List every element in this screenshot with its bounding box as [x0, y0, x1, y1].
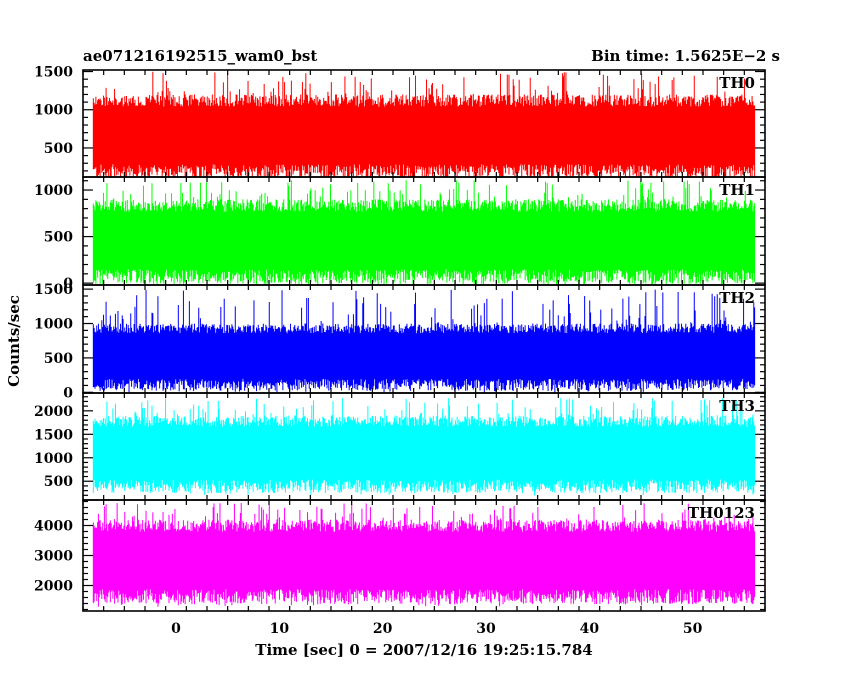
x-tick-label: 50	[683, 621, 703, 637]
y-tick-label: 500	[44, 474, 73, 490]
x-tick-label: 20	[373, 621, 393, 637]
panel-label-th2: TH2	[719, 289, 755, 307]
series-line-th0	[92, 71, 756, 177]
series-line-th2	[92, 289, 756, 393]
y-tick-label: 1000	[34, 451, 73, 467]
y-tick-label: 1500	[34, 427, 73, 443]
series-line-th0123	[92, 503, 756, 607]
y-axis-label: Counts/sec	[5, 295, 23, 387]
x-tick-label: 40	[580, 621, 600, 637]
y-tick-label: 500	[44, 351, 73, 367]
y-tick-label: 1000	[34, 103, 73, 119]
y-tick-label: 1500	[34, 282, 73, 298]
series-line-th3	[92, 397, 756, 496]
y-tick-label: 1000	[34, 183, 73, 199]
x-tick-label: 30	[476, 621, 496, 637]
panel-th0123: 2000 3000 4000 TH0123	[34, 499, 766, 612]
panel-label-th0: TH0	[719, 74, 755, 92]
panel-label-th3: TH3	[719, 397, 755, 415]
y-tick-label: 4000	[34, 519, 73, 535]
y-tick-label: 1000	[34, 317, 73, 333]
panel-th0: 500 1000 1500 TH0	[34, 65, 766, 178]
x-tick-label: 0	[171, 621, 181, 637]
chart-title-left: ae071216192515_wam0_bst	[83, 47, 317, 65]
y-tick-label: 2000	[34, 404, 73, 420]
panel-label-th0123: TH0123	[688, 504, 755, 522]
y-tick-label: 500	[44, 141, 73, 157]
y-tick-label: 500	[44, 230, 73, 246]
y-tick-label: 3000	[34, 549, 73, 565]
x-axis-label: Time [sec] 0 = 2007/12/16 19:25:15.784	[255, 641, 592, 659]
panel-label-th1: TH1	[719, 181, 755, 199]
y-tick-label: 2000	[34, 579, 73, 595]
panel-th2: 0 500 1000 1500 TH2	[34, 282, 766, 401]
y-tick-label: 0	[63, 385, 73, 401]
panel-th1: 0 500 1000 TH1	[34, 176, 766, 292]
y-tick-label: 0	[63, 276, 73, 292]
series-line-th1	[92, 180, 756, 285]
chart-title-right: Bin time: 1.5625E−2 s	[591, 47, 780, 65]
panel-th3: 500 1000 1500 2000 TH3	[34, 392, 766, 501]
x-tick-label: 10	[270, 621, 290, 637]
y-tick-label: 1500	[34, 65, 73, 81]
